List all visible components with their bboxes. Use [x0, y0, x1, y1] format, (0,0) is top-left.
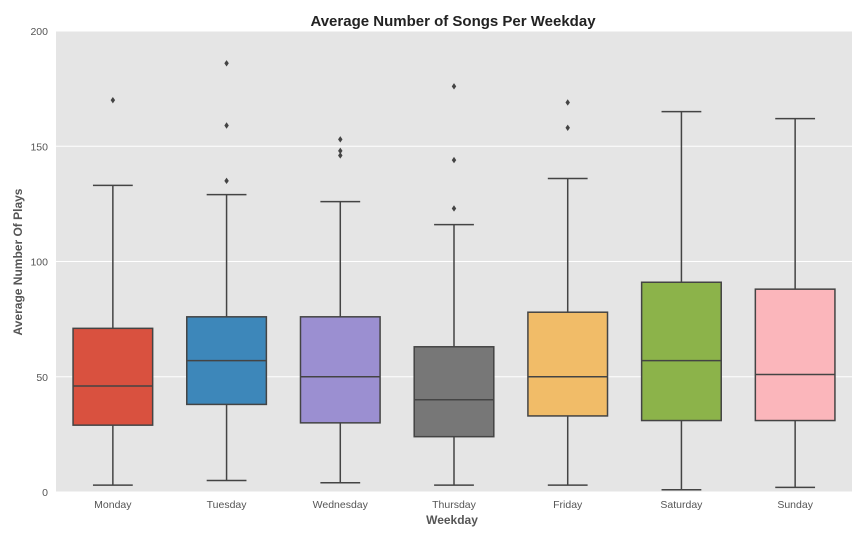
y-tick-label: 200 — [30, 26, 48, 38]
iqr-box — [413, 346, 495, 438]
x-tick-labels: Monday Tuesday Wednesday Thursday Friday Satu… — [94, 499, 814, 511]
iqr-box — [527, 311, 609, 417]
x-tick-label: Saturday — [660, 499, 703, 511]
x-tick-label: Thursday — [432, 499, 477, 511]
x-axis-title: Weekday — [426, 513, 478, 527]
iqr-box — [640, 281, 722, 422]
y-tick-labels: 0 50 100 150 200 — [30, 26, 48, 499]
outlier-point — [451, 83, 457, 90]
outlier-point — [224, 177, 229, 185]
iqr-box — [754, 288, 836, 422]
box-wednesday — [299, 136, 381, 484]
y-tick-label: 50 — [36, 372, 48, 384]
iqr-box — [299, 316, 381, 424]
box-saturday — [640, 110, 722, 491]
x-tick-label: Monday — [94, 499, 132, 511]
iqr-box — [72, 327, 154, 426]
y-tick-label: 100 — [30, 257, 48, 269]
x-tick-label: Wednesday — [313, 499, 369, 511]
outlier-point — [338, 152, 343, 159]
box-sunday — [754, 117, 836, 489]
y-tick-label: 0 — [42, 487, 48, 499]
boxes — [72, 60, 836, 491]
chart-title: Average Number of Songs Per Weekday — [310, 13, 596, 30]
y-tick-label: 150 — [30, 141, 48, 153]
x-tick-label: Sunday — [777, 499, 813, 511]
outlier-point — [224, 60, 229, 67]
outlier-point — [110, 96, 116, 104]
outlier-point — [565, 124, 570, 132]
outlier-point — [451, 205, 457, 212]
outlier-point — [338, 147, 343, 155]
box-friday — [527, 99, 609, 486]
x-tick-label: Tuesday — [207, 499, 248, 511]
box-thursday — [413, 83, 495, 486]
outlier-point — [338, 136, 343, 143]
outlier-point — [224, 122, 229, 129]
outlier-point — [451, 156, 457, 164]
box-tuesday — [186, 60, 268, 482]
box-monday — [72, 96, 154, 486]
y-axis-title: Average Number Of Plays — [11, 188, 25, 335]
outlier-point — [565, 99, 570, 106]
x-tick-label: Friday — [553, 499, 583, 511]
